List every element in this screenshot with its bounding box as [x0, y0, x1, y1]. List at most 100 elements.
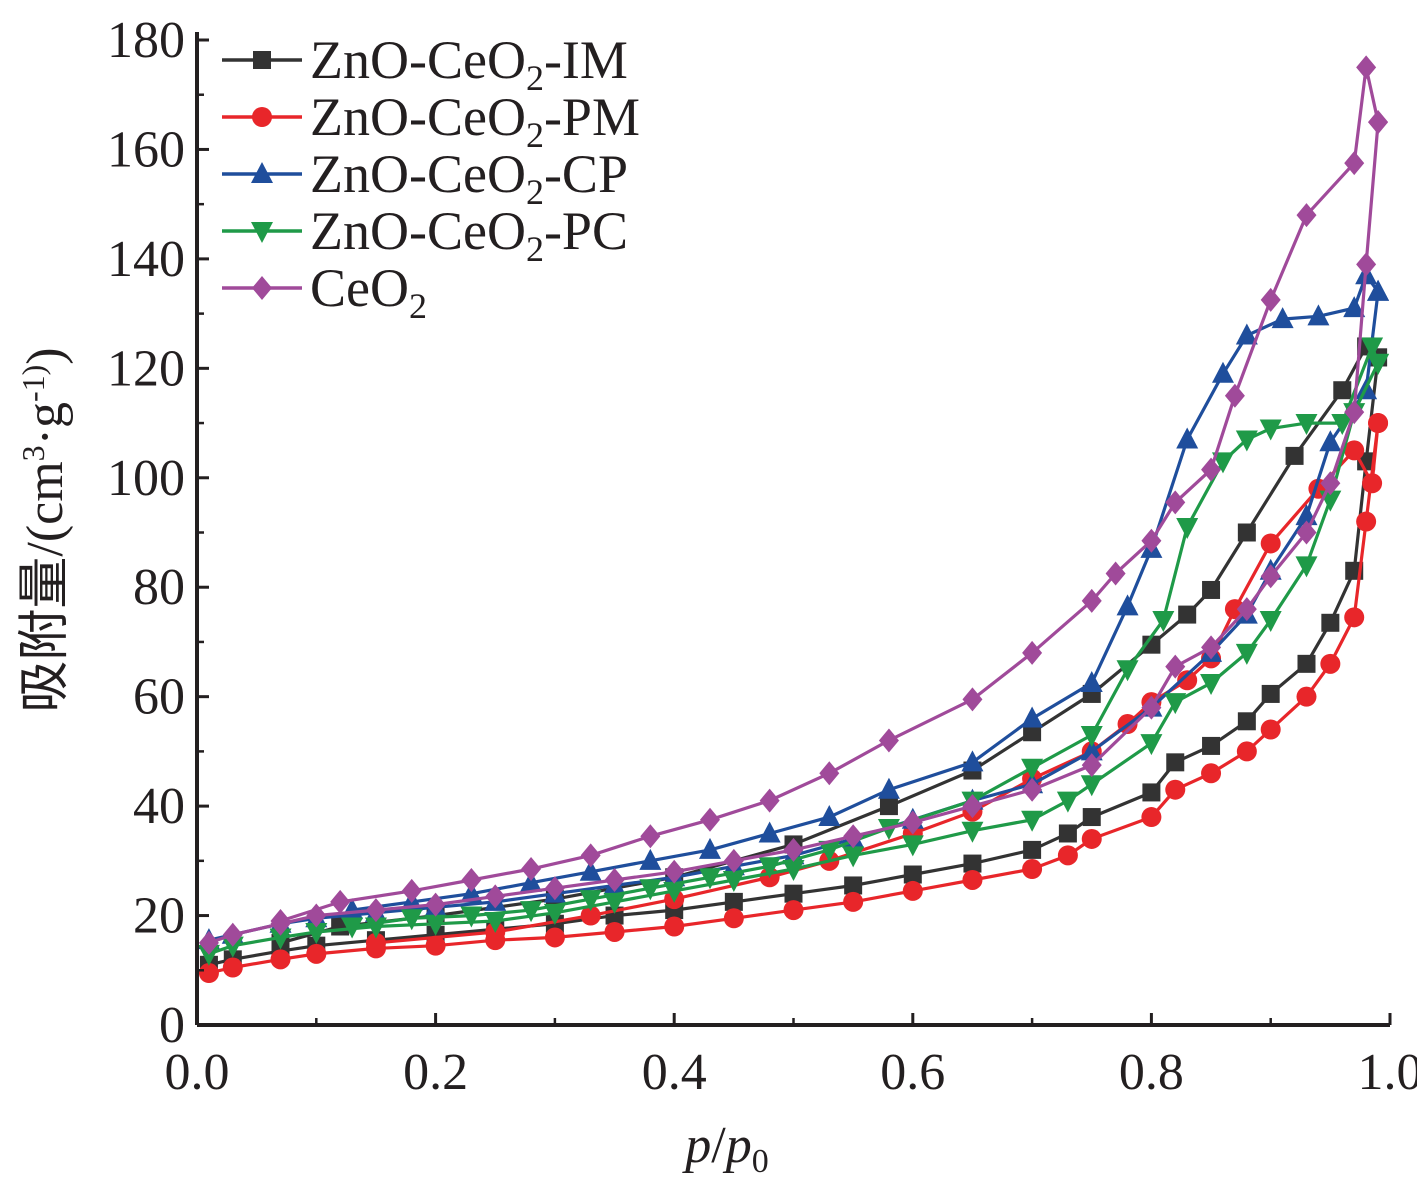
data-point — [341, 917, 364, 939]
data-point — [699, 807, 720, 832]
data-point — [818, 840, 841, 862]
data-point — [843, 891, 864, 912]
data-point — [818, 805, 841, 827]
data-point — [1236, 597, 1257, 622]
data-point — [270, 909, 291, 934]
data-point — [1285, 446, 1304, 465]
data-point — [1080, 725, 1103, 747]
data-point — [1321, 613, 1340, 632]
data-point — [1021, 758, 1044, 780]
legend-label: CeO2 — [310, 258, 427, 326]
data-point — [1368, 110, 1389, 135]
data-point — [902, 810, 923, 835]
legend-marker — [253, 51, 271, 69]
data-point — [1307, 304, 1330, 326]
data-point — [603, 892, 626, 914]
x-tick-label: 0.4 — [642, 1044, 707, 1101]
data-point — [1319, 430, 1342, 452]
data-point — [198, 930, 219, 955]
data-point — [1176, 427, 1199, 449]
data-point — [521, 857, 542, 882]
data-point — [963, 854, 982, 873]
data-point — [485, 884, 506, 909]
data-point — [1356, 511, 1377, 532]
y-tick-label: 120 — [107, 340, 185, 397]
legend-label: ZnO-CeO2-CP — [310, 144, 628, 212]
y-tick-label: 40 — [133, 778, 185, 835]
data-point — [198, 963, 219, 984]
legend-marker — [251, 222, 273, 243]
data-point — [903, 865, 922, 884]
data-point — [1081, 588, 1102, 613]
data-point — [1201, 763, 1222, 784]
x-tick-label: 0.6 — [880, 1044, 945, 1101]
legend-marker — [251, 162, 273, 183]
data-point — [1023, 723, 1042, 742]
data-point — [1271, 307, 1294, 329]
data-point — [1022, 640, 1043, 665]
data-point — [1140, 734, 1163, 756]
y-tick-label: 100 — [107, 450, 185, 507]
data-point — [902, 880, 923, 901]
data-point — [1259, 611, 1282, 633]
legend-label: ZnO-CeO2-IM — [310, 30, 628, 98]
data-point — [1260, 719, 1281, 740]
data-point — [1142, 783, 1161, 802]
data-point — [1320, 471, 1341, 496]
data-point — [1022, 777, 1043, 802]
data-point — [1367, 353, 1390, 375]
data-point — [1141, 807, 1162, 828]
data-point — [1023, 840, 1042, 859]
x-tick-label: 1.0 — [1358, 1044, 1417, 1101]
series-ZnO-CeO2-PC — [197, 337, 1390, 966]
data-point — [1211, 452, 1234, 474]
data-point — [1368, 413, 1389, 434]
series-line-adsorption — [208, 357, 1380, 967]
x-tick-label: 0.2 — [403, 1044, 468, 1101]
y-tick-label: 60 — [133, 669, 185, 726]
data-point — [1165, 654, 1186, 679]
data-point — [1331, 414, 1354, 436]
data-point — [1082, 808, 1101, 827]
data-point — [722, 870, 745, 892]
data-point — [1141, 695, 1162, 720]
data-point — [1164, 693, 1187, 715]
data-point — [270, 949, 291, 970]
data-point — [1356, 55, 1377, 80]
data-point — [1081, 753, 1102, 778]
data-point — [544, 876, 565, 901]
series-line-desorption — [280, 67, 1380, 923]
data-point — [698, 868, 721, 890]
data-point — [784, 884, 803, 903]
y-tick-label: 80 — [133, 559, 185, 616]
legend: ZnO-CeO2-IMZnO-CeO2-PMZnO-CeO2-CPZnO-CeO… — [222, 30, 640, 326]
data-point — [1236, 741, 1257, 762]
data-point — [604, 921, 625, 942]
data-point — [1333, 381, 1352, 400]
data-point — [484, 912, 507, 934]
data-point — [877, 777, 900, 799]
data-point — [1211, 361, 1234, 383]
data-point — [843, 824, 864, 849]
data-point — [1356, 252, 1377, 277]
data-point — [1224, 383, 1245, 408]
data-point — [724, 892, 743, 911]
data-point — [1260, 533, 1281, 554]
data-point — [1057, 845, 1078, 866]
data-point — [698, 837, 721, 859]
y-tick-label: 160 — [107, 121, 185, 178]
data-point — [664, 916, 685, 937]
data-point — [758, 821, 781, 843]
data-point — [330, 889, 351, 914]
data-point — [424, 914, 447, 936]
x-axis-title: p/p0 — [681, 1117, 768, 1180]
data-point — [844, 876, 863, 895]
data-point — [222, 957, 243, 978]
data-point — [1296, 203, 1317, 228]
data-point — [544, 927, 565, 948]
legend-marker — [252, 107, 272, 127]
data-point — [222, 922, 243, 947]
data-point — [1022, 859, 1043, 880]
data-point — [639, 879, 662, 901]
